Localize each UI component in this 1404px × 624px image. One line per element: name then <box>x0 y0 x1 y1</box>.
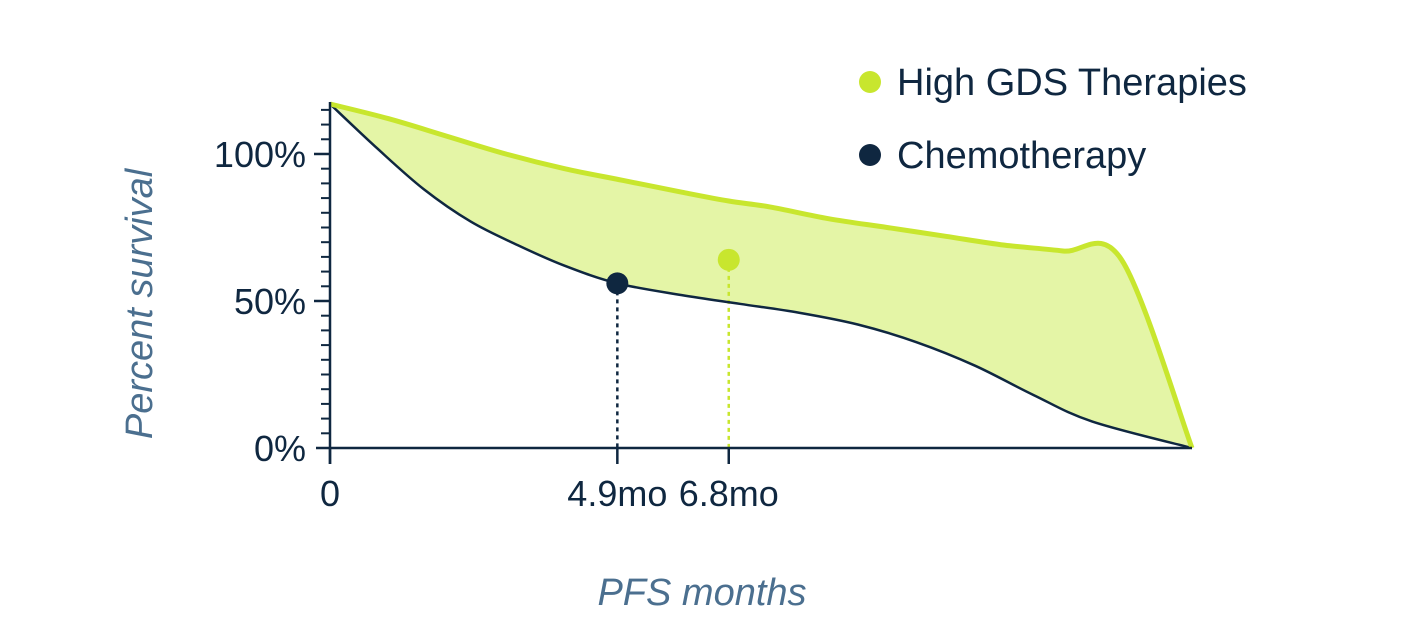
y-minor-ticks <box>321 108 330 435</box>
x-tick-label: 6.8mo <box>679 473 779 514</box>
y-axis-title: Percent survival <box>119 167 161 439</box>
y-tick-label: 50% <box>234 281 306 322</box>
y-tick-label: 0% <box>254 428 306 469</box>
curve-marker <box>717 248 740 271</box>
x-axis-title: PFS months <box>597 572 806 614</box>
legend: High GDS Therapies Chemotherapy <box>859 62 1247 177</box>
chemotherapy-curve <box>329 103 1193 450</box>
y-tick-labels: 0% 50% 100% <box>214 134 330 469</box>
high-gds-curve <box>329 101 1195 449</box>
legend-label: High GDS Therapies <box>897 62 1247 104</box>
curve-marker <box>606 272 629 295</box>
y-tick-label: 100% <box>214 134 306 175</box>
survival-gap-band <box>330 104 1192 448</box>
x-tick-label: 0 <box>320 473 340 514</box>
x-ticks: 0 4.9mo 6.8mo <box>320 448 779 514</box>
marker-guide-lines <box>616 259 730 448</box>
curve-markers <box>606 248 740 295</box>
x-tick-label: 4.9mo <box>567 473 667 514</box>
legend-swatch <box>859 71 881 93</box>
legend-swatch <box>859 144 881 166</box>
legend-label: Chemotherapy <box>897 135 1146 177</box>
